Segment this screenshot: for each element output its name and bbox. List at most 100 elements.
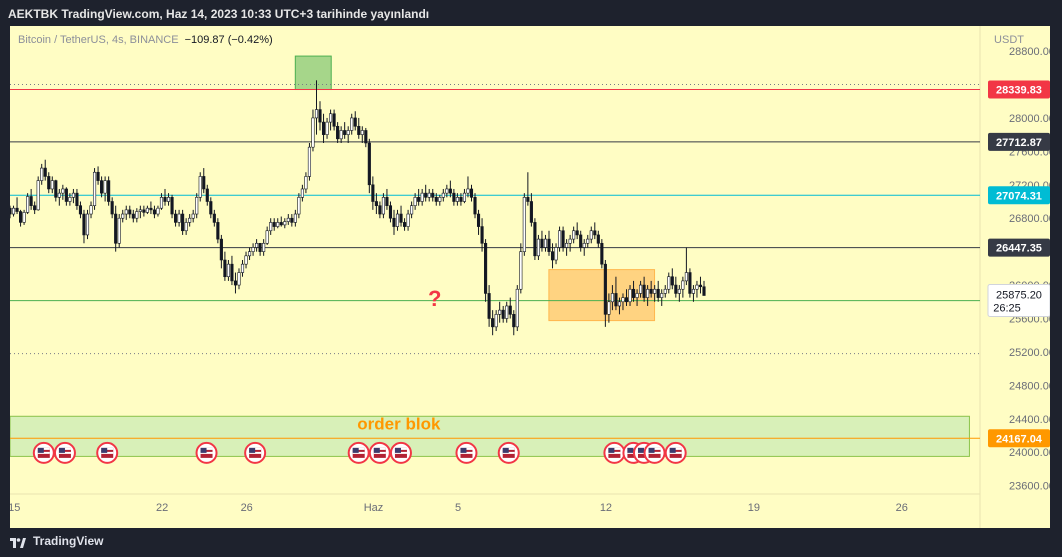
candle-body <box>265 230 269 244</box>
candle-body <box>61 188 65 194</box>
candle-body <box>593 230 597 236</box>
candle-body <box>674 284 678 294</box>
level-price-label: 24167.04 <box>996 433 1043 445</box>
flag-canton <box>669 447 676 453</box>
candle-body <box>19 211 23 223</box>
symbol-title: Bitcoin / TetherUS, 4s, BINANCE <box>18 34 179 46</box>
candle-body <box>11 207 16 215</box>
candle-body <box>286 217 290 222</box>
y-tick-label: 26800.00 <box>1009 213 1050 225</box>
candle-body <box>455 197 459 202</box>
y-tick-label: 28000.00 <box>1009 113 1050 125</box>
tradingview-logo-icon[interactable] <box>10 536 26 548</box>
publish-line: AEKTBK TradingView.com, Haz 14, 2023 10:… <box>8 7 430 21</box>
candle-body <box>392 217 396 227</box>
level-price-tag <box>988 186 1050 205</box>
candle-body <box>462 192 467 202</box>
candle-body <box>142 209 146 213</box>
candle-body <box>181 213 185 232</box>
candle-body <box>311 117 315 148</box>
candle-body <box>410 205 414 215</box>
candle-body <box>388 205 393 219</box>
y-tick-label: 24800.00 <box>1009 380 1050 392</box>
candle-body <box>536 238 540 257</box>
candle-body <box>251 247 255 252</box>
candle-body <box>624 297 629 303</box>
candle-body <box>353 117 357 127</box>
x-tick-label: Haz <box>364 502 384 514</box>
chart-pane[interactable]: 23600.00 24000.00 24400.00 24800.00 25200.00… <box>10 26 1050 528</box>
flag-canton <box>37 447 44 453</box>
candle-body <box>642 284 646 298</box>
candle-body <box>209 201 213 215</box>
candle-body <box>589 230 593 240</box>
candle-body <box>364 130 368 144</box>
candle-body <box>469 188 474 198</box>
candle-body <box>691 288 695 294</box>
candle-body <box>297 197 301 215</box>
candle-body <box>318 109 322 123</box>
candle-body <box>29 196 33 206</box>
candle-body <box>663 288 667 294</box>
candle-body <box>128 209 132 215</box>
candle-body <box>385 197 389 206</box>
candle-body <box>96 171 100 181</box>
candle-body <box>78 205 83 215</box>
candle-body <box>100 180 104 194</box>
candle-body <box>15 207 19 212</box>
candle-body <box>33 205 37 211</box>
level-price-tag <box>988 80 1050 99</box>
candle-body <box>360 130 364 135</box>
brand-name[interactable]: TradingView <box>33 534 104 548</box>
zone-top-box <box>294 55 332 91</box>
candle-body <box>681 280 685 290</box>
last-price-tag <box>987 284 1050 318</box>
y-tick-label: 28800.00 <box>1009 46 1050 58</box>
candle-body <box>501 309 505 319</box>
candle-body <box>43 167 47 177</box>
candle-body <box>195 197 199 215</box>
candle-body <box>646 288 650 298</box>
candle-body <box>350 117 354 131</box>
candle-body <box>371 184 375 202</box>
candle-body <box>628 288 632 303</box>
level-price-label: 28339.83 <box>996 85 1042 97</box>
candle-body <box>698 284 703 288</box>
candle-body <box>184 222 188 232</box>
candle-body <box>695 284 699 290</box>
candle-body <box>191 213 195 219</box>
candle-body <box>660 293 664 298</box>
last-price-label: 25875.20 <box>996 290 1042 302</box>
candle-body <box>438 197 442 202</box>
candle-body <box>258 242 262 252</box>
price-chart[interactable]: 23600.00 24000.00 24400.00 24800.00 25200.00… <box>10 26 1050 528</box>
candle-body <box>159 197 164 209</box>
candle-body <box>121 213 125 219</box>
candle-body <box>156 207 160 215</box>
candle-body <box>336 125 340 140</box>
candle-body <box>427 192 431 198</box>
candle-body <box>321 121 326 135</box>
candle-body <box>343 130 347 135</box>
candle-body <box>434 197 438 202</box>
candle-body <box>677 288 681 294</box>
candle-body <box>332 113 336 127</box>
flag-canton <box>394 447 401 453</box>
candle-body <box>170 197 174 215</box>
candle-body <box>424 192 428 198</box>
candle-body <box>219 238 223 261</box>
candle-body <box>476 213 481 227</box>
level-price-tag <box>988 238 1050 257</box>
candle-body <box>498 309 502 315</box>
candle-body <box>603 263 607 315</box>
candle-body <box>558 230 562 248</box>
candle-body <box>480 226 484 244</box>
level-price-label: 27074.31 <box>996 190 1042 202</box>
candle-body <box>293 213 297 223</box>
candle-body <box>402 222 407 227</box>
candle-body <box>607 301 611 315</box>
flag-canton <box>249 447 256 453</box>
candle-body <box>233 280 238 286</box>
candle-body <box>431 192 435 198</box>
candle-body <box>667 276 671 290</box>
